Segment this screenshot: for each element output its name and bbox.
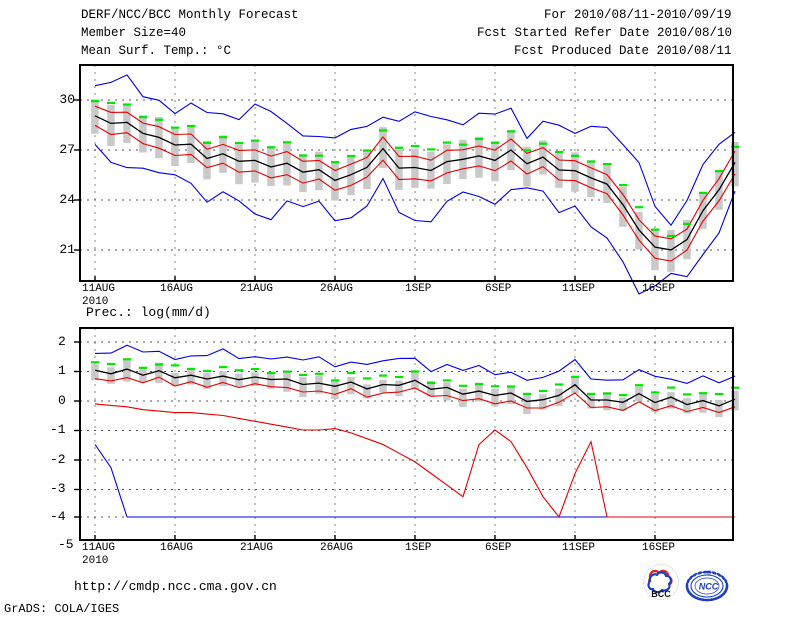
svg-text:BCC: BCC	[651, 589, 671, 599]
svg-text:NCC: NCC	[699, 582, 719, 592]
svg-text:中国: 中国	[703, 569, 711, 575]
